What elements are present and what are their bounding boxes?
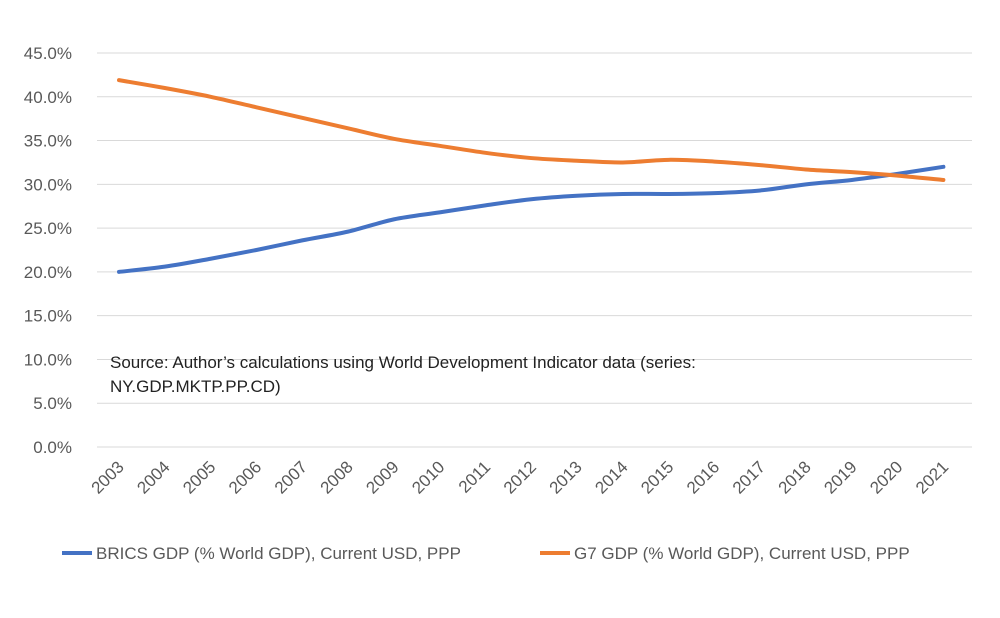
x-tick-label: 2008	[317, 457, 357, 497]
y-tick-label: 0.0%	[33, 438, 72, 457]
y-tick-label: 25.0%	[24, 219, 72, 238]
y-tick-label: 15.0%	[24, 307, 72, 326]
x-tick-label: 2006	[225, 457, 265, 497]
x-tick-label: 2017	[729, 457, 769, 497]
x-tick-label: 2005	[179, 457, 219, 497]
x-tick-label: 2021	[912, 457, 952, 497]
legend-label-brics: BRICS GDP (% World GDP), Current USD, PP…	[96, 544, 461, 563]
y-tick-label: 35.0%	[24, 132, 72, 151]
x-tick-label: 2003	[88, 457, 128, 497]
y-tick-label: 30.0%	[24, 175, 72, 194]
series-line-g7	[117, 78, 946, 182]
x-tick-label: 2007	[271, 457, 311, 497]
legend-label-g7: G7 GDP (% World GDP), Current USD, PPP	[574, 544, 910, 563]
series-lines	[117, 78, 946, 274]
x-tick-label: 2013	[546, 457, 586, 497]
y-tick-label: 45.0%	[24, 44, 72, 63]
gridlines	[97, 52, 972, 448]
y-tick-label: 20.0%	[24, 263, 72, 282]
y-axis: 0.0% 5.0% 10.0% 15.0% 20.0% 25.0% 30.0% 35.0% 40…	[24, 44, 72, 457]
source-note-line-2: NY.GDP.MKTP.PP.CD)	[110, 377, 281, 396]
x-tick-label: 2020	[866, 457, 906, 497]
x-tick-label: 2015	[637, 457, 677, 497]
y-tick-label: 5.0%	[33, 394, 72, 413]
x-tick-label: 2019	[820, 457, 860, 497]
x-tick-label: 2018	[775, 457, 815, 497]
source-note: Source: Author’s calculations using Worl…	[110, 353, 696, 396]
series-line-brics	[117, 164, 946, 274]
x-tick-label: 2009	[362, 457, 402, 497]
x-tick-label: 2012	[500, 457, 540, 497]
x-tick-label: 2004	[133, 457, 173, 497]
y-tick-label: 40.0%	[24, 88, 72, 107]
x-tick-label: 2014	[591, 457, 631, 497]
x-tick-label: 2010	[408, 457, 448, 497]
x-tick-label: 2016	[683, 457, 723, 497]
legend: BRICS GDP (% World GDP), Current USD, PP…	[62, 544, 910, 563]
x-axis: 2003 2004 2005 2006 2007 2008 2009 2010 2011 2012…	[88, 457, 953, 497]
y-tick-label: 10.0%	[24, 350, 72, 369]
source-note-line-1: Source: Author’s calculations using Worl…	[110, 353, 696, 372]
x-tick-label: 2011	[455, 457, 494, 496]
